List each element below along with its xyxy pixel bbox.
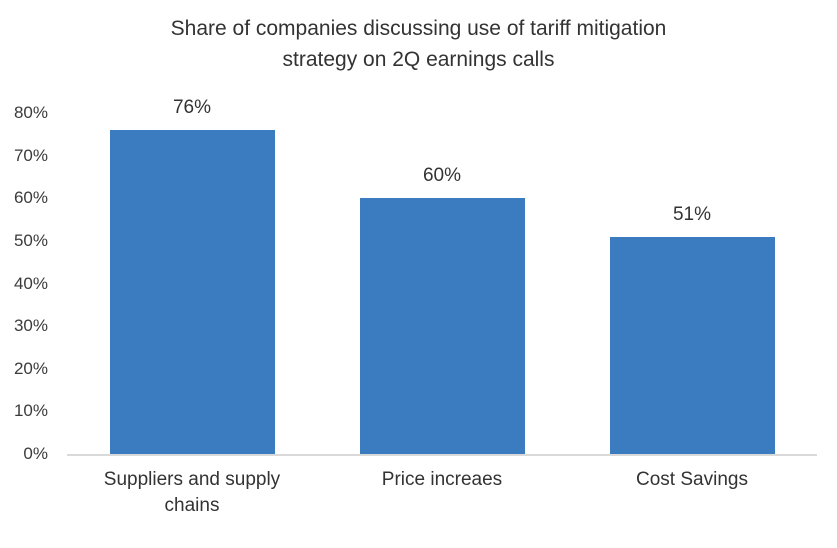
y-tick-label: 50% bbox=[13, 230, 48, 250]
bar-0 bbox=[109, 130, 275, 454]
y-tick-label: 70% bbox=[13, 145, 48, 165]
chart-title: Share of companies discussing use of tar… bbox=[0, 13, 837, 75]
y-tick-label: 0% bbox=[23, 444, 48, 463]
y-tick-label: 30% bbox=[13, 316, 48, 336]
x-category-label-text: Suppliers and supply chains bbox=[103, 469, 281, 516]
y-tick-label: 40% bbox=[13, 273, 48, 293]
x-category-label-text: Price increaes bbox=[381, 469, 503, 490]
bar-2 bbox=[609, 236, 775, 454]
bar-1 bbox=[359, 198, 525, 454]
y-tick-label: 80% bbox=[13, 103, 48, 122]
x-axis-labels: Suppliers and supply chains Price increae… bbox=[67, 467, 817, 519]
y-tick-label: 20% bbox=[13, 358, 48, 378]
x-category-label-0: Suppliers and supply chains bbox=[67, 467, 317, 519]
x-category-label-text: Cost Savings bbox=[636, 469, 748, 490]
chart-title-line-2: strategy on 2Q earnings calls bbox=[282, 48, 555, 71]
y-tick-label: 60% bbox=[13, 188, 48, 208]
bar-value-label-0: 76% bbox=[172, 97, 212, 119]
x-category-label-1: Price increaes bbox=[317, 467, 567, 519]
y-axis: 0% 10% 20% 30% 40% 50% 60% 70% 80% bbox=[0, 103, 56, 463]
bar-value-label-2: 51% bbox=[672, 203, 712, 225]
x-category-label-2: Cost Savings bbox=[567, 467, 817, 519]
x-axis-line bbox=[67, 454, 817, 456]
plot-area: 76% 60% 51% bbox=[67, 97, 817, 454]
chart-title-line-1: Share of companies discussing use of tar… bbox=[170, 17, 667, 40]
y-tick-label: 10% bbox=[13, 401, 48, 421]
bar-value-label-1: 60% bbox=[422, 165, 462, 187]
